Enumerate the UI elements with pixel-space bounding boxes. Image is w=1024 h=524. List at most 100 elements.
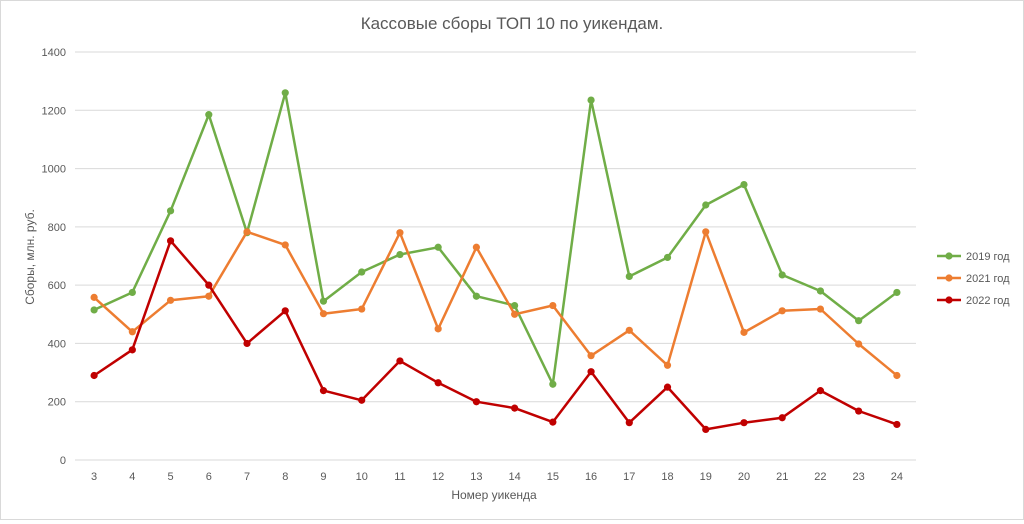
series-line [92,230,899,377]
data-point [549,380,557,388]
data-point [90,306,98,314]
x-tick-label: 19 [700,471,712,483]
legend-label: 2021 год [966,273,1010,285]
x-tick-label: 5 [168,471,174,483]
data-point [702,201,710,209]
data-point [281,307,289,315]
y-tick-label: 600 [48,280,66,292]
data-point [663,253,672,262]
data-point [396,357,404,365]
x-tick-label: 11 [394,471,405,483]
y-tick-label: 1200 [42,105,66,117]
x-tick-label: 23 [853,471,865,483]
data-point [587,352,595,360]
data-point [816,387,825,395]
data-point [281,89,289,97]
x-tick-label: 24 [891,471,903,483]
series-0 [90,89,901,388]
legend-swatch-marker [945,274,953,282]
x-tick-label: 14 [508,471,520,483]
legend-swatch-marker [945,296,953,304]
x-tick-label: 16 [585,471,597,483]
x-tick-label: 3 [91,471,97,483]
y-tick-label: 0 [60,455,66,467]
data-point [855,317,863,325]
data-point [778,271,786,279]
data-point [511,404,519,412]
data-point [319,297,328,305]
y-tick-label: 1000 [42,164,66,176]
data-point [663,383,672,391]
data-point [205,111,213,119]
x-tick-label: 6 [206,471,212,483]
x-tick-label: 13 [470,471,482,483]
x-axis-ticks: 3 4 5 6 7 8 9 10 11 12 13 14 15 16 17 18 19 20 21 22 23 24 [91,471,903,483]
y-tick-label: 1400 [42,47,66,59]
data-point [855,407,863,415]
x-tick-label: 18 [661,471,673,483]
data-point [396,250,404,259]
x-tick-label: 7 [244,471,250,483]
data-point [281,241,289,249]
data-point [128,346,136,354]
data-point [243,228,251,236]
x-axis-label: Номер уикенда [451,488,537,502]
data-point [702,425,710,433]
data-point [625,419,633,427]
data-point [472,243,480,251]
data-point [358,305,366,313]
data-point [816,287,825,295]
data-point [511,301,519,310]
y-tick-label: 200 [48,397,66,409]
data-point [740,419,748,427]
series-line [92,239,899,431]
data-point [243,339,251,348]
x-tick-label: 4 [129,471,135,483]
legend-item: 2019 год [937,251,1010,263]
data-point [816,305,825,313]
data-point [319,310,328,318]
data-point [166,207,175,215]
data-point [740,328,748,336]
data-point [396,229,404,237]
data-point [358,268,366,276]
data-point [740,181,748,189]
x-tick-label: 10 [356,471,368,483]
x-tick-label: 15 [547,471,559,483]
y-axis-label: Сборы, млн. руб. [23,209,37,305]
data-point [511,310,519,318]
data-point [90,293,98,301]
data-point [549,418,557,426]
data-point [205,292,213,300]
data-point [893,371,901,380]
data-point [587,96,595,104]
data-point [472,292,480,300]
data-point [778,414,786,422]
legend-label: 2019 год [966,251,1010,263]
legend-item: 2021 год [937,273,1010,285]
x-tick-label: 22 [814,471,826,483]
data-point [778,307,786,315]
data-point [90,371,98,380]
data-point [587,368,595,376]
series-2 [90,237,901,433]
data-point [893,288,901,297]
data-point [549,301,557,310]
data-point [893,420,901,429]
y-tick-label: 800 [48,222,66,234]
grid-lines [75,51,916,461]
x-tick-label: 17 [623,471,635,483]
chart-title: Кассовые сборы ТОП 10 по уикендам. [361,14,664,33]
data-point [472,398,480,406]
x-tick-label: 21 [776,471,788,483]
legend-item: 2022 год [937,295,1010,307]
data-point [128,328,136,336]
legend-swatch-marker [945,252,953,260]
data-point [434,379,442,387]
data-point [663,361,672,369]
y-axis-ticks: 0 200 400 600 800 1000 1200 1400 [42,47,66,467]
x-tick-label: 12 [432,471,444,483]
series-line [92,91,899,386]
x-tick-label: 8 [282,471,288,483]
